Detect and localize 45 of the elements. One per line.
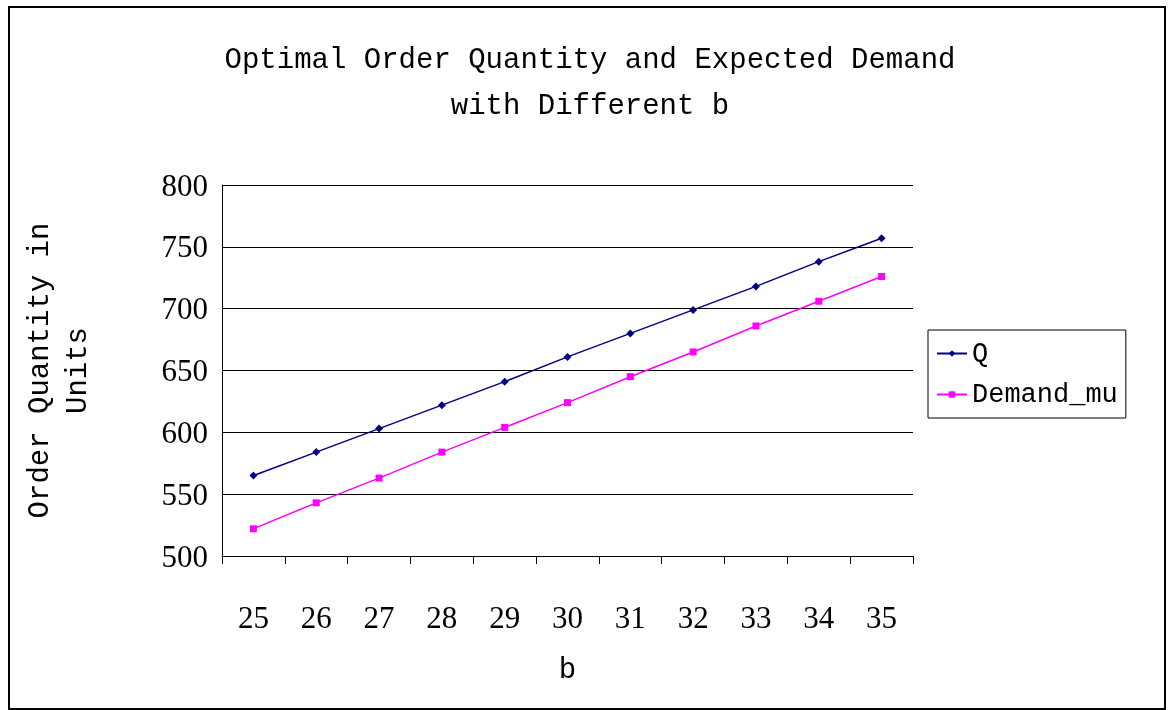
y-tick-label: 800 [161, 167, 208, 203]
point [689, 305, 698, 314]
point [877, 234, 886, 243]
x-tick-label: 35 [866, 600, 898, 635]
point [437, 401, 446, 410]
x-tick-label: 34 [803, 600, 835, 635]
point [626, 373, 634, 381]
point [814, 257, 823, 266]
y-tick-label: 650 [161, 353, 208, 388]
x-tick-label: 28 [426, 600, 458, 635]
x-tick-label: 30 [552, 600, 583, 635]
point [751, 282, 760, 291]
legend-label: Demand_mu [972, 379, 1118, 410]
y-tick-label: 600 [161, 414, 208, 450]
x-tick-label: 32 [677, 600, 709, 635]
point [564, 399, 571, 407]
point [375, 424, 384, 433]
x-tick-label: 25 [237, 600, 269, 635]
x-tick-label: 26 [300, 600, 332, 635]
point [438, 448, 446, 456]
y-tick-label: 700 [161, 291, 208, 327]
point [249, 525, 257, 533]
y-tick-label: 550 [161, 476, 208, 512]
y-axis-title: Order Quantity in Units [23, 222, 95, 519]
point [626, 329, 635, 338]
x-tick-label: 29 [489, 600, 521, 635]
x-tick-label: 31 [614, 600, 646, 635]
point [249, 471, 258, 480]
point [312, 448, 321, 457]
point [752, 322, 760, 330]
point [878, 273, 886, 281]
legend-label: Q [972, 338, 989, 369]
y-tick-label: 750 [161, 229, 208, 265]
point [312, 499, 320, 507]
y-tick-label: 500 [161, 538, 208, 574]
point [563, 352, 572, 361]
point [500, 377, 509, 386]
point [689, 348, 697, 356]
x-axis-title: b [558, 654, 577, 687]
point [501, 423, 509, 431]
point [815, 297, 823, 305]
x-tick-label: 27 [363, 600, 395, 635]
x-tick-label: 33 [740, 600, 772, 635]
chart-title: Optimal Order Quantity and Expected Demand with Different b [224, 43, 956, 123]
point [375, 474, 383, 482]
